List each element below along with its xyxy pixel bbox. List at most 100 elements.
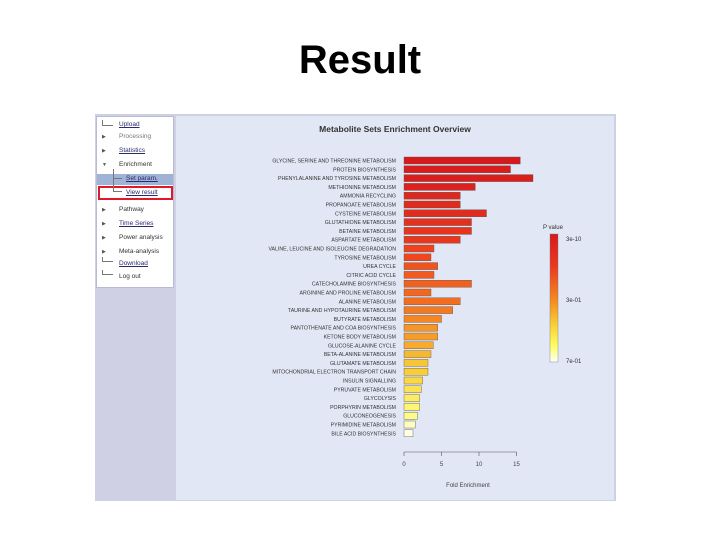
nav-item-set-parameters-label: Set param. bbox=[126, 175, 158, 182]
nav-item-log-out-label: Log out bbox=[119, 273, 141, 280]
category-label: ALANINE METABOLISM bbox=[339, 299, 396, 305]
nav-item-meta-analysis-label: Meta-analysis bbox=[119, 248, 160, 255]
enrichment-bar bbox=[403, 385, 422, 393]
legend-label-middle: 3e-01 bbox=[566, 298, 582, 304]
navigation-sidebar: Upload ▶ Processing ▶ Statistics ▼ Enric… bbox=[96, 116, 174, 288]
tree-connector bbox=[102, 257, 113, 262]
enrichment-bar bbox=[403, 420, 416, 429]
category-label: BETAINE METABOLISM bbox=[339, 229, 396, 235]
selected-item-background bbox=[97, 174, 173, 185]
enrichment-bar bbox=[403, 227, 472, 235]
results-panel bbox=[176, 116, 614, 500]
expand-arrow-icon: ▶ bbox=[102, 148, 106, 154]
category-label: ASPARTATE METABOLISM bbox=[331, 238, 396, 244]
enrichment-bar bbox=[403, 218, 472, 226]
enrichment-bar bbox=[403, 306, 453, 314]
category-label: BETA-ALANINE METABOLISM bbox=[324, 352, 396, 358]
category-label: PROPANOATE METABOLISM bbox=[326, 203, 396, 209]
expand-arrow-icon: ▶ bbox=[102, 249, 106, 255]
category-label: TYROSINE METABOLISM bbox=[334, 255, 396, 261]
x-axis-tick-label: 5 bbox=[440, 462, 444, 468]
category-label: GLUCOSE-ALANINE CYCLE bbox=[328, 343, 397, 349]
x-axis-tick-label: 10 bbox=[476, 462, 483, 468]
enrichment-bar bbox=[403, 262, 438, 270]
enrichment-bar bbox=[403, 359, 429, 367]
x-axis-tick-label: 0 bbox=[402, 462, 406, 468]
category-label: PROTEIN BIOSYNTHESIS bbox=[333, 167, 396, 173]
tree-connector bbox=[113, 179, 122, 192]
category-label: PANTOTHENATE AND COA BIOSYNTHESIS bbox=[291, 326, 397, 332]
enrichment-bar bbox=[403, 341, 434, 349]
view-result-highlight-box bbox=[98, 186, 173, 200]
category-label: AMMONIA RECYCLING bbox=[340, 194, 396, 200]
tree-connector bbox=[113, 169, 122, 179]
category-label: CYSTEINE METABOLISM bbox=[335, 211, 396, 217]
category-label: PYRUVATE METABOLISM bbox=[334, 387, 396, 393]
enrichment-bar bbox=[403, 412, 418, 420]
nav-item-power-analysis-label: Power analysis bbox=[119, 234, 163, 241]
expand-arrow-icon: ▶ bbox=[102, 207, 106, 213]
category-label: GLUTAMATE METABOLISM bbox=[330, 361, 396, 367]
category-label: GLUTATHIONE METABOLISM bbox=[325, 220, 396, 226]
enrichment-bar bbox=[403, 271, 435, 279]
nav-item-time-series-label: Time Series bbox=[119, 220, 154, 227]
enrichment-bar bbox=[403, 288, 432, 297]
category-label: MITOCHONDRIAL ELECTRON TRANSPORT CHAIN bbox=[272, 370, 396, 376]
chart-title: Metabolite Sets Enrichment Overview bbox=[319, 124, 471, 134]
enrichment-bar bbox=[403, 368, 429, 376]
category-label: PORPHYRIN METABOLISM bbox=[330, 405, 396, 411]
x-axis-label: Fold Enrichment bbox=[446, 483, 490, 489]
collapse-arrow-icon: ▼ bbox=[102, 162, 107, 168]
category-label: BUTYRATE METABOLISM bbox=[334, 317, 396, 323]
nav-item-view-result-label: View result bbox=[126, 189, 158, 196]
legend-label-bottom: 7e-01 bbox=[566, 359, 582, 365]
enrichment-bar bbox=[403, 394, 420, 402]
category-label: UREA CYCLE bbox=[363, 264, 396, 270]
category-label: GLUCONEOGENESIS bbox=[343, 414, 396, 420]
enrichment-bar bbox=[403, 244, 435, 253]
nav-item-download-label: Download bbox=[119, 260, 148, 267]
category-label: METHIONINE METABOLISM bbox=[328, 185, 396, 191]
enrichment-bar bbox=[403, 235, 461, 244]
category-label: GLYCINE, SERINE AND THREONINE METABOLISM bbox=[272, 159, 396, 165]
tree-connector bbox=[102, 120, 113, 126]
enrichment-bar bbox=[403, 174, 534, 182]
expand-arrow-icon: ▶ bbox=[102, 221, 106, 227]
expand-arrow-icon: ▶ bbox=[102, 134, 106, 140]
nav-item-statistics-label: Statistics bbox=[119, 147, 146, 154]
category-label: PHENYLALANINE AND TYROSINE METABOLISM bbox=[278, 176, 396, 182]
enrichment-bar bbox=[403, 209, 487, 218]
category-label: KETONE BODY METABOLISM bbox=[324, 335, 396, 341]
expand-arrow-icon: ▶ bbox=[102, 235, 106, 241]
nav-item-enrichment-label: Enrichment bbox=[119, 161, 152, 168]
enrichment-bar bbox=[403, 324, 438, 332]
enrichment-bar bbox=[403, 191, 461, 200]
enrichment-bar bbox=[403, 315, 442, 323]
nav-item-upload-label: Upload bbox=[119, 121, 140, 128]
enrichment-bar bbox=[403, 280, 472, 288]
enrichment-bar bbox=[403, 183, 476, 191]
legend-label-top: 3e-10 bbox=[566, 237, 582, 243]
enrichment-bar bbox=[403, 253, 432, 262]
category-label: GLYCOLYSIS bbox=[364, 396, 397, 402]
enrichment-bar bbox=[403, 376, 423, 385]
category-label: BILE ACID BIOSYNTHESIS bbox=[331, 431, 396, 437]
legend-title: P value bbox=[543, 225, 564, 231]
enrichment-bar bbox=[403, 200, 461, 209]
category-label: INSULIN SIGNALLING bbox=[343, 379, 396, 385]
enrichment-bar bbox=[403, 350, 432, 358]
category-label: VALINE, LEUCINE AND ISOLEUCINE DEGRADATI… bbox=[268, 247, 396, 253]
enrichment-bar bbox=[403, 156, 521, 165]
legend-color-bar bbox=[549, 233, 559, 363]
nav-item-pathway-label: Pathway bbox=[119, 206, 144, 213]
category-label: ARGININE AND PROLINE METABOLISM bbox=[300, 291, 396, 297]
category-label: PYRIMIDINE METABOLISM bbox=[331, 423, 396, 429]
enrichment-bar bbox=[403, 297, 461, 305]
slide-title: Result bbox=[298, 38, 422, 82]
tree-connector bbox=[102, 270, 113, 275]
category-label: TAURINE AND HYPOTAURINE METABOLISM bbox=[288, 308, 396, 314]
enrichment-bar bbox=[403, 403, 420, 411]
x-axis-tick-label: 15 bbox=[513, 462, 520, 468]
enrichment-bar bbox=[403, 332, 438, 341]
